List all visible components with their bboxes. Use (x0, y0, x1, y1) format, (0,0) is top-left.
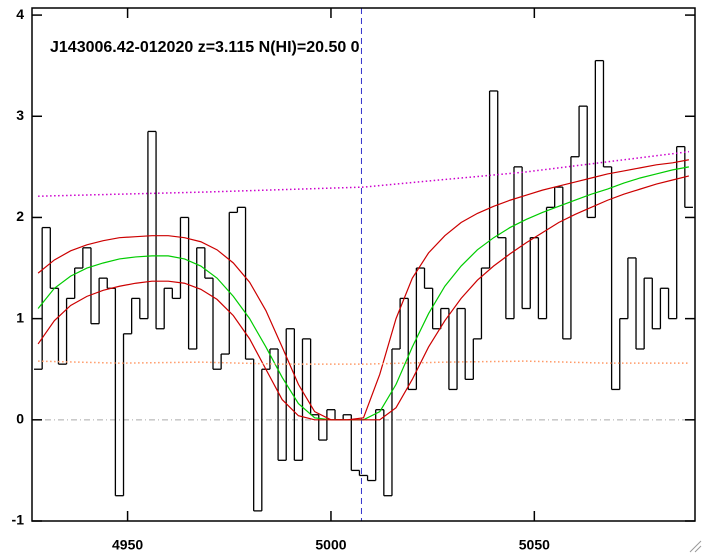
resize-grip (689, 540, 702, 553)
x-tick-label: 5000 (315, 537, 346, 553)
x-tick-label: 5050 (519, 537, 550, 553)
y-tick-label: 2 (16, 208, 24, 224)
chart-title: J143006.42-012020 z=3.115 N(HI)=20.50 0 (50, 39, 360, 56)
y-tick-label: 3 (16, 107, 24, 123)
x-tick-label: 4950 (112, 537, 143, 553)
y-tick-label: -1 (12, 512, 25, 528)
y-tick-label: 4 (16, 6, 24, 22)
y-tick-label: 1 (16, 309, 24, 325)
model-line (38, 150, 689, 197)
model-line (37, 175, 690, 421)
plot-frame (31, 7, 696, 522)
y-tick-label: 0 (16, 411, 24, 427)
model-line (38, 360, 689, 365)
model-line (37, 159, 690, 421)
